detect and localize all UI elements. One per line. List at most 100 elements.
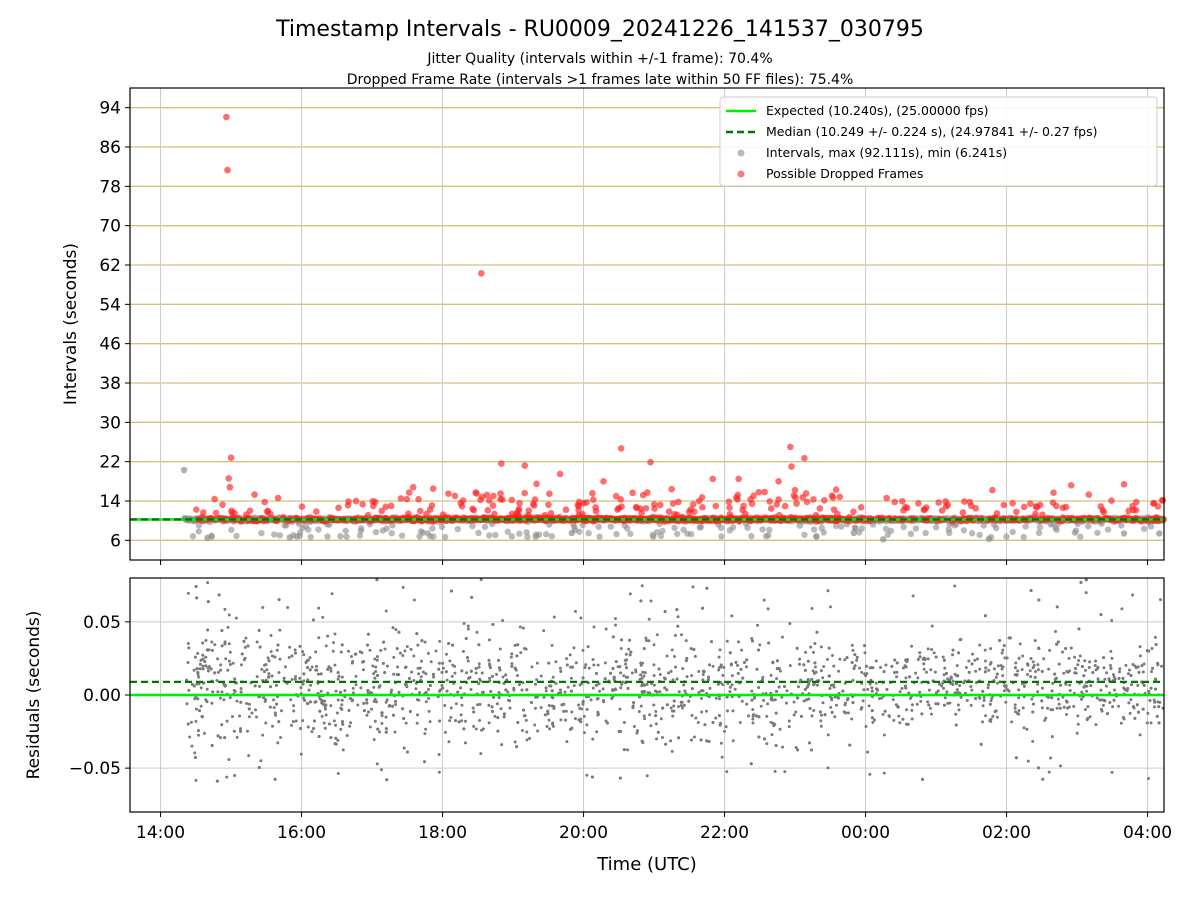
residual-point: [1062, 705, 1066, 709]
dropped-frame-point: [821, 496, 828, 504]
residual-point: [1096, 667, 1100, 671]
residual-point: [220, 690, 224, 694]
interval-point: [624, 525, 631, 532]
residual-point: [218, 736, 222, 740]
residual-point: [253, 684, 257, 688]
residual-point: [836, 695, 840, 699]
residual-point: [301, 719, 305, 723]
residual-point: [830, 710, 834, 714]
residual-point: [882, 733, 886, 737]
residual-point: [1013, 706, 1017, 710]
residual-point: [456, 690, 460, 694]
residual-point: [851, 648, 855, 652]
residual-point: [354, 674, 358, 678]
residual-point: [738, 721, 742, 725]
residual-point: [1138, 733, 1142, 737]
residual-point: [1056, 640, 1060, 644]
dropped-frame-point: [298, 503, 306, 511]
residual-point: [577, 718, 581, 722]
residual-point: [204, 664, 208, 668]
residual-point: [1016, 711, 1020, 715]
residual-point: [317, 606, 321, 610]
residual-point: [951, 653, 955, 657]
residual-point: [774, 711, 778, 715]
dropped-frame-point: [883, 494, 890, 502]
residual-point: [734, 660, 738, 664]
residual-point: [887, 714, 891, 718]
residual-point: [744, 665, 748, 669]
residual-point: [870, 709, 874, 713]
residual-point: [374, 669, 378, 673]
residual-point: [204, 655, 208, 659]
residual-point: [733, 687, 737, 691]
interval-point: [356, 532, 364, 539]
residual-point: [290, 723, 294, 727]
residual-point: [586, 645, 590, 649]
interval-point: [276, 532, 284, 539]
dropped-frame-point: [335, 504, 342, 512]
residual-point: [277, 598, 281, 602]
residual-point: [700, 689, 704, 693]
residual-point: [647, 617, 651, 621]
residual-point: [1002, 689, 1006, 693]
residual-point: [814, 670, 818, 674]
residual-point: [945, 690, 949, 694]
interval-point: [726, 527, 734, 534]
residual-point: [1057, 702, 1061, 706]
residual-point: [926, 657, 930, 661]
dropped-frame-point: [901, 503, 909, 511]
residual-point: [692, 735, 696, 739]
residual-point: [658, 690, 662, 694]
residuals-scatter: [185, 578, 1165, 783]
residual-point: [954, 682, 958, 686]
residual-point: [239, 700, 243, 704]
residual-point: [1149, 721, 1153, 725]
intervals-y-tick-label: 6: [110, 531, 121, 551]
residual-point: [263, 700, 267, 704]
residual-point: [578, 706, 582, 710]
residual-point: [202, 681, 206, 685]
residual-point: [1031, 739, 1035, 743]
dropped-frame-point: [546, 490, 553, 498]
residual-point: [795, 646, 799, 650]
residual-point: [737, 640, 741, 644]
residual-point: [730, 683, 734, 687]
intervals-axes-frame: [129, 87, 1165, 561]
residual-point: [1135, 703, 1139, 707]
residual-point: [274, 683, 278, 687]
residual-point: [238, 714, 242, 718]
residual-point: [513, 643, 517, 647]
residual-point: [186, 642, 190, 646]
residual-point: [1155, 714, 1159, 718]
residual-point: [437, 667, 441, 671]
residual-point: [558, 666, 562, 670]
residual-point: [1110, 770, 1114, 774]
residual-point: [269, 685, 273, 689]
residual-point: [660, 736, 664, 740]
residual-point: [920, 712, 924, 716]
residual-point: [216, 657, 220, 661]
residual-point: [441, 686, 445, 690]
residual-point: [857, 666, 861, 670]
residual-point: [946, 701, 950, 705]
residual-point: [210, 743, 214, 747]
dropped-frame-point: [589, 489, 596, 497]
residual-point: [853, 664, 857, 668]
residual-point: [642, 689, 646, 693]
residual-point: [766, 702, 770, 706]
residual-point: [774, 743, 778, 747]
residual-point: [1105, 712, 1109, 716]
residual-point: [936, 689, 940, 693]
residual-point: [807, 741, 811, 745]
residual-point: [670, 749, 674, 753]
dropped-frame-point: [1100, 508, 1108, 516]
residual-point: [891, 698, 895, 702]
dropped-frame-point: [521, 462, 529, 469]
residual-point: [1093, 664, 1097, 668]
interval-point: [258, 529, 265, 537]
residual-point: [1007, 636, 1011, 640]
residual-point: [910, 644, 914, 648]
residual-point: [339, 690, 343, 694]
dropped-frame-point: [1027, 500, 1034, 508]
